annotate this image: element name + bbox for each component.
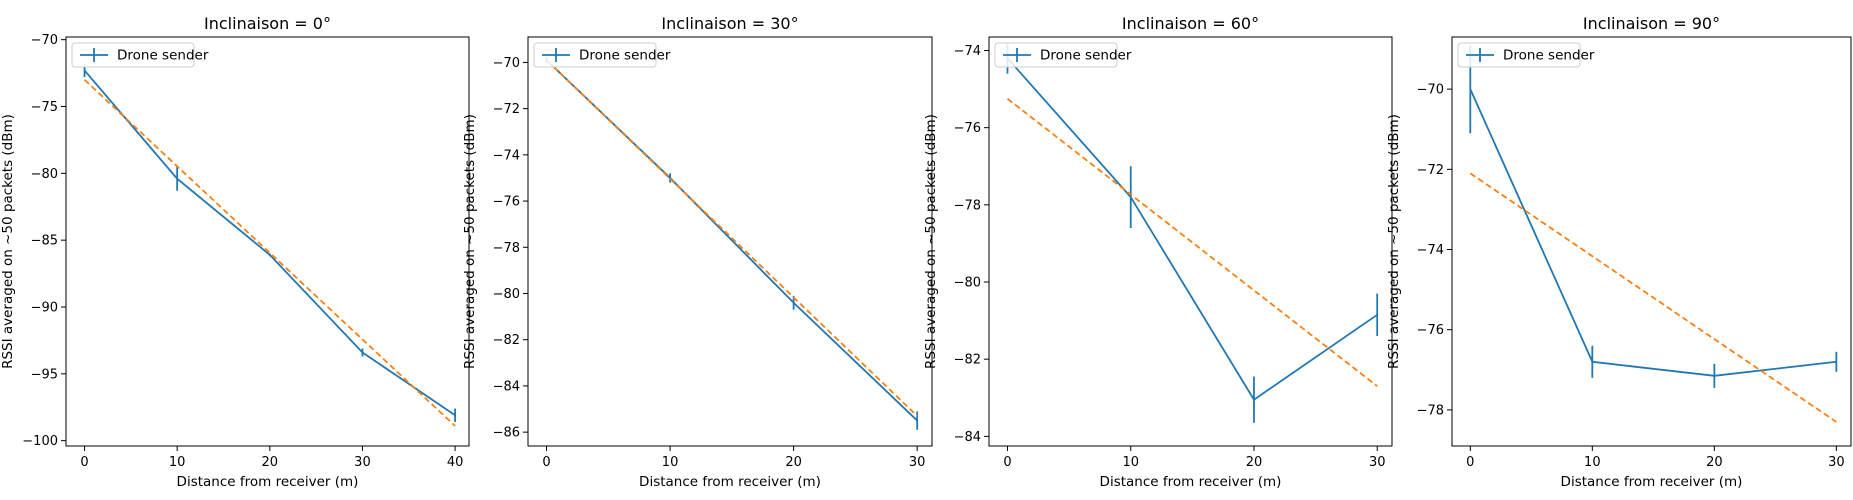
y-tick-label: −75 (31, 100, 58, 115)
y-tick-label: −80 (954, 276, 981, 291)
x-tick-label: 10 (1584, 455, 1601, 470)
y-tick-label: −72 (493, 102, 520, 117)
series-line (1469, 88, 1837, 377)
subplot-1: Inclinaison = 0° 0 10 20 30 40 −70 −75 −80 −85 −90… (0, 14, 470, 490)
subplot-4: Inclinaison = 90° 0 10 20 30 −70 −72 −74 −76 −78 D… (1386, 14, 1852, 490)
x-tick-label: 30 (909, 455, 926, 470)
legend-box (1457, 42, 1581, 68)
fit-line (1469, 172, 1837, 423)
y-tick-label: −70 (31, 33, 58, 48)
y-tick-label: −78 (954, 198, 981, 213)
x-tick-label: 0 (542, 455, 550, 470)
x-tick-label: 10 (1122, 455, 1139, 470)
legend-label: Drone sender (117, 48, 209, 64)
y-tick-label: −74 (1417, 243, 1444, 258)
x-tick-label: 30 (354, 455, 371, 470)
legend-label: Drone sender (579, 48, 671, 64)
x-tick-label: 20 (1706, 455, 1723, 470)
series-line (1006, 57, 1378, 401)
y-tick-label: −82 (493, 333, 520, 348)
axes-frame (1451, 36, 1852, 447)
axes-frame (527, 36, 933, 447)
x-tick-label: 0 (1466, 455, 1474, 470)
y-tick-label: −95 (31, 367, 58, 382)
y-axis-label: RSSI averaged on ~50 packets (dBm) (1386, 114, 1402, 369)
fit-line (83, 79, 456, 427)
legend-box (994, 42, 1118, 68)
fit-line (1006, 98, 1378, 387)
y-axis-label: RSSI averaged on ~50 packets (dBm) (0, 114, 16, 369)
x-tick-label: 20 (1246, 455, 1263, 470)
y-tick-label: −70 (1417, 83, 1444, 98)
x-axis-label: Distance from receiver (m) (1561, 474, 1743, 490)
chart-title: Inclinaison = 90° (1583, 14, 1720, 33)
y-tick-label: −72 (1417, 163, 1444, 178)
x-tick-label: 10 (662, 455, 679, 470)
fit-line (545, 59, 918, 417)
x-axis-label: Distance from receiver (m) (1100, 474, 1282, 490)
legend-box (533, 42, 657, 68)
y-tick-label: −86 (493, 426, 520, 441)
legend-label: Drone sender (1503, 48, 1595, 64)
y-tick-label: −70 (493, 56, 520, 71)
x-tick-label: 20 (785, 455, 802, 470)
y-tick-label: −84 (954, 430, 981, 445)
y-tick-label: −80 (493, 287, 520, 302)
y-tick-label: −90 (31, 300, 58, 315)
x-axis-label: Distance from receiver (m) (639, 474, 821, 490)
y-tick-label: −84 (493, 379, 520, 394)
x-tick-label: 20 (262, 455, 279, 470)
chart-title: Inclinaison = 60° (1122, 14, 1259, 33)
x-tick-label: 40 (447, 455, 464, 470)
x-tick-label: 30 (1369, 455, 1386, 470)
series-line (545, 59, 918, 422)
x-tick-label: 0 (80, 455, 88, 470)
y-tick-label: −76 (954, 121, 981, 136)
y-tick-label: −85 (31, 234, 58, 249)
y-axis-label: RSSI averaged on ~50 packets (dBm) (923, 114, 939, 369)
x-axis-label: Distance from receiver (m) (177, 474, 359, 490)
y-tick-label: −76 (493, 195, 520, 210)
y-tick-label: −76 (1417, 323, 1444, 338)
x-tick-label: 0 (1003, 455, 1011, 470)
y-tick-label: −82 (954, 353, 981, 368)
chart-title: Inclinaison = 30° (661, 14, 798, 33)
legend-box (71, 42, 195, 68)
y-tick-label: −78 (493, 241, 520, 256)
y-tick-label: −80 (31, 167, 58, 182)
y-axis-label: RSSI averaged on ~50 packets (dBm) (462, 114, 478, 369)
y-tick-label: −78 (1417, 403, 1444, 418)
chart-title: Inclinaison = 0° (204, 14, 331, 33)
subplot-3: Inclinaison = 60° 0 10 20 30 −74 −76 −78 −80 −82 −… (923, 14, 1393, 490)
axes-frame (65, 36, 470, 447)
y-tick-label: −100 (22, 434, 58, 449)
subplot-2: Inclinaison = 30° 0 10 20 30 −70 −72 −74 −76 −78 −… (462, 14, 933, 490)
x-tick-label: 30 (1828, 455, 1845, 470)
y-tick-label: −74 (954, 44, 981, 59)
y-tick-label: −74 (493, 148, 520, 163)
legend-label: Drone sender (1040, 48, 1132, 64)
x-tick-label: 10 (169, 455, 186, 470)
